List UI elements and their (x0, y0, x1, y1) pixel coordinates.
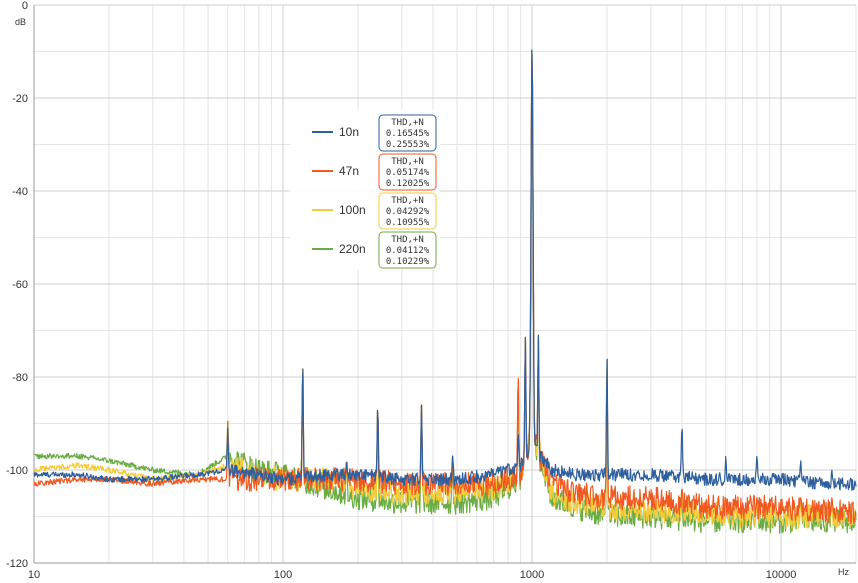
legend-thd-title: THD,+N (391, 157, 424, 167)
legend-thdn-value: 0.12025% (386, 179, 430, 189)
y-tick-label: -80 (12, 372, 28, 384)
x-tick-label: 100 (274, 569, 292, 581)
legend-label-220n: 220n (339, 242, 366, 256)
y-tick-label: -20 (12, 93, 28, 105)
legend-thd-box-220n (378, 231, 437, 269)
x-tick-label: 10 (28, 569, 40, 581)
legend-thd-box-47n (378, 153, 437, 191)
major-grid (33, 4, 856, 564)
legend-thd-value: 0.16545% (386, 129, 430, 139)
legend-thdn-value: 0.10955% (386, 218, 430, 228)
legend-thd-title: THD,+N (391, 196, 424, 206)
y-tick-label: -60 (12, 279, 28, 291)
legend-thdn-value: 0.25553% (386, 140, 430, 150)
legend-label-47n: 47n (339, 164, 359, 178)
y-tick-label: -100 (6, 465, 28, 477)
legend-thd-title: THD,+N (391, 118, 424, 128)
y-axis-label: dB (15, 17, 26, 27)
x-axis-ticks: 10 100 1000 10000 (28, 569, 796, 581)
legend: 10nTHD,+N0.16545%0.25553%47nTHD,+N0.0517… (290, 110, 440, 270)
legend-thd-box-10n (378, 114, 437, 152)
legend-thd-box-100n (378, 192, 437, 230)
legend-thdn-value: 0.10229% (386, 257, 430, 267)
series-line-47n (33, 49, 857, 525)
y-tick-label: -40 (12, 186, 28, 198)
series-line-10n (33, 49, 857, 491)
legend-thd-title: THD,+N (391, 235, 424, 245)
legend-label-100n: 100n (339, 203, 366, 217)
y-tick-label: 0 (22, 0, 28, 12)
x-tick-label: 10000 (766, 569, 797, 581)
x-axis-label: Hz (838, 567, 849, 577)
x-tick-label: 1000 (520, 569, 544, 581)
y-tick-label: -120 (6, 558, 28, 570)
legend-thd-value: 0.04292% (386, 207, 430, 217)
legend-thd-value: 0.04112% (386, 246, 430, 256)
series-lines (33, 49, 857, 534)
y-axis-ticks: 0 -20 -40 -60 -80 -100 -120 (6, 0, 28, 570)
legend-label-10n: 10n (339, 125, 359, 139)
legend-thd-value: 0.05174% (386, 168, 430, 178)
